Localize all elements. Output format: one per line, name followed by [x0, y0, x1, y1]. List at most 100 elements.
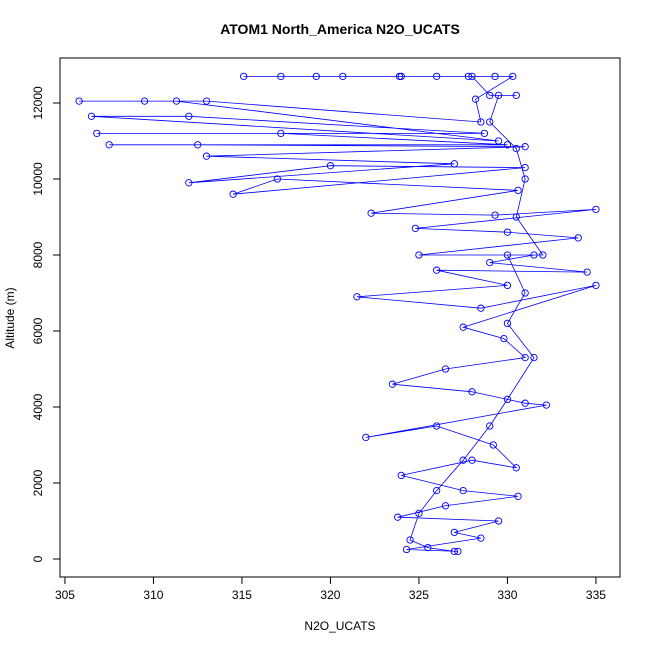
data-point — [468, 388, 476, 396]
data-point — [477, 304, 485, 312]
data-point — [486, 118, 494, 126]
data-point — [273, 175, 281, 183]
data-point — [503, 395, 512, 404]
data-point — [530, 251, 538, 259]
data-point — [503, 228, 512, 236]
data-point — [486, 422, 494, 430]
data-point — [471, 95, 480, 103]
data-point — [441, 502, 450, 510]
data-point — [500, 334, 508, 343]
data-point — [489, 441, 497, 449]
data-point — [592, 281, 600, 290]
data-point — [494, 517, 503, 525]
chart-title: ATOM1 North_America N2O_UCATS — [220, 21, 460, 37]
data-point — [432, 422, 441, 430]
data-point — [367, 209, 375, 217]
data-point — [503, 251, 512, 259]
data-point — [521, 289, 529, 297]
data-point — [395, 72, 404, 81]
data-point — [494, 137, 503, 145]
data-point — [353, 293, 361, 301]
data-point — [93, 129, 101, 138]
data-point — [202, 97, 211, 105]
data-point — [172, 97, 181, 105]
y-tick-label: 6000 — [31, 317, 45, 344]
data-point — [539, 251, 547, 259]
data-point — [480, 129, 489, 138]
data-point — [277, 72, 285, 81]
data-point — [592, 205, 600, 214]
y-tick-label: 8000 — [31, 241, 45, 268]
data-point — [432, 72, 441, 81]
data-point — [397, 72, 405, 81]
data-point — [503, 281, 512, 290]
data-point — [202, 152, 211, 160]
data-point — [406, 536, 414, 544]
data-point — [468, 456, 476, 464]
data-point — [424, 543, 432, 552]
x-tick-label: 315 — [232, 588, 252, 602]
data-point — [509, 72, 517, 81]
data-point — [521, 143, 529, 151]
data-point — [477, 534, 485, 542]
data-point — [87, 112, 96, 120]
plot-frame — [59, 57, 621, 578]
x-tick-label: 310 — [143, 588, 163, 602]
data-point — [486, 258, 494, 267]
data-point — [394, 513, 402, 521]
data-point — [491, 211, 499, 219]
data-point — [194, 141, 202, 149]
data-point — [503, 141, 512, 149]
data-point — [450, 547, 458, 556]
x-tick-label: 305 — [55, 588, 75, 602]
data-point — [459, 486, 467, 495]
data-line — [79, 75, 597, 552]
data-point — [397, 471, 405, 480]
data-point — [459, 456, 467, 464]
data-point — [415, 251, 423, 259]
data-point — [521, 353, 529, 362]
data-point — [477, 118, 485, 126]
data-point — [450, 160, 458, 168]
y-axis-label: Altitude (m) — [3, 287, 17, 348]
data-point — [491, 72, 499, 81]
data-point — [514, 186, 522, 195]
data-point — [521, 163, 529, 172]
x-tick-label: 325 — [409, 588, 429, 602]
data-point — [521, 175, 529, 183]
y-tick-label: 10000 — [31, 162, 45, 196]
data-point — [521, 399, 529, 407]
data-point — [494, 91, 503, 100]
data-point — [312, 72, 320, 81]
data-point — [75, 97, 83, 105]
data-point — [512, 213, 520, 221]
data-point — [326, 162, 335, 170]
data-point — [105, 141, 113, 149]
data-point — [229, 190, 237, 198]
data-point — [468, 72, 476, 81]
data-point — [402, 545, 411, 554]
data-point — [459, 323, 467, 331]
data-point — [277, 129, 285, 138]
data-point — [512, 464, 520, 472]
y-tick-label: 12000 — [31, 86, 45, 120]
data-point — [574, 234, 582, 242]
data-point — [542, 401, 551, 409]
y-tick-label: 0 — [31, 555, 45, 562]
x-axis-label: N2O_UCATS — [304, 619, 375, 633]
data-point — [185, 112, 193, 120]
data-point — [454, 547, 462, 556]
data-point — [432, 266, 441, 274]
data-point — [415, 509, 423, 518]
data-point — [240, 72, 248, 81]
data-point — [388, 380, 397, 388]
data-point — [503, 319, 512, 328]
x-tick-label: 335 — [586, 588, 606, 602]
data-point — [464, 72, 473, 81]
data-point — [450, 528, 458, 537]
data-point — [514, 492, 522, 500]
data-point — [530, 353, 538, 362]
data-point — [441, 365, 450, 373]
data-point — [140, 97, 149, 105]
